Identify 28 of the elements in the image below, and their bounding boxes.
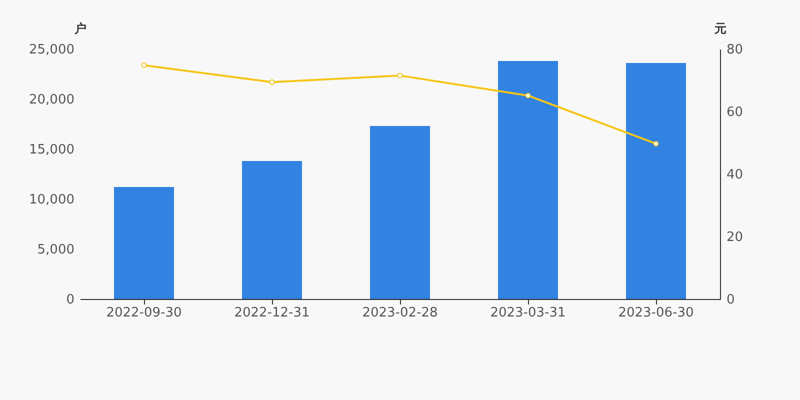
y-tick-label: 15,000 — [29, 142, 74, 158]
x-tick-label: 2023-03-31 — [490, 306, 566, 320]
y2-axis-title: 元 — [714, 22, 726, 36]
bar — [498, 61, 558, 299]
x-tick-label: 2023-06-30 — [618, 306, 694, 320]
y2-tick-label: 80 — [726, 42, 744, 58]
y-tick-label: 20,000 — [29, 92, 74, 108]
bar — [242, 161, 302, 299]
y2-tick-label: 40 — [726, 168, 744, 182]
point — [269, 79, 275, 85]
y2-tick-label: 0 — [726, 292, 735, 308]
y-tick-label: 10,000 — [29, 192, 74, 208]
bar — [370, 126, 430, 299]
x-tick-label: 2023-02-28 — [362, 306, 438, 320]
point — [653, 140, 659, 146]
x-tick-label: 2022-12-31 — [234, 306, 310, 320]
y-tick-label: 25,000 — [29, 42, 74, 58]
y-tick-label: 0 — [66, 292, 74, 308]
point — [141, 62, 147, 68]
y2-tick-label: 60 — [726, 105, 744, 120]
y-tick-label: 5,000 — [37, 242, 74, 258]
point — [525, 92, 531, 98]
bar — [114, 187, 174, 299]
point — [397, 72, 403, 78]
y2-tick-label: 20 — [726, 230, 744, 245]
bar — [626, 63, 686, 299]
x-tick-label: 2022-09-30 — [106, 306, 182, 320]
y-axis-title: 户 — [74, 22, 86, 36]
